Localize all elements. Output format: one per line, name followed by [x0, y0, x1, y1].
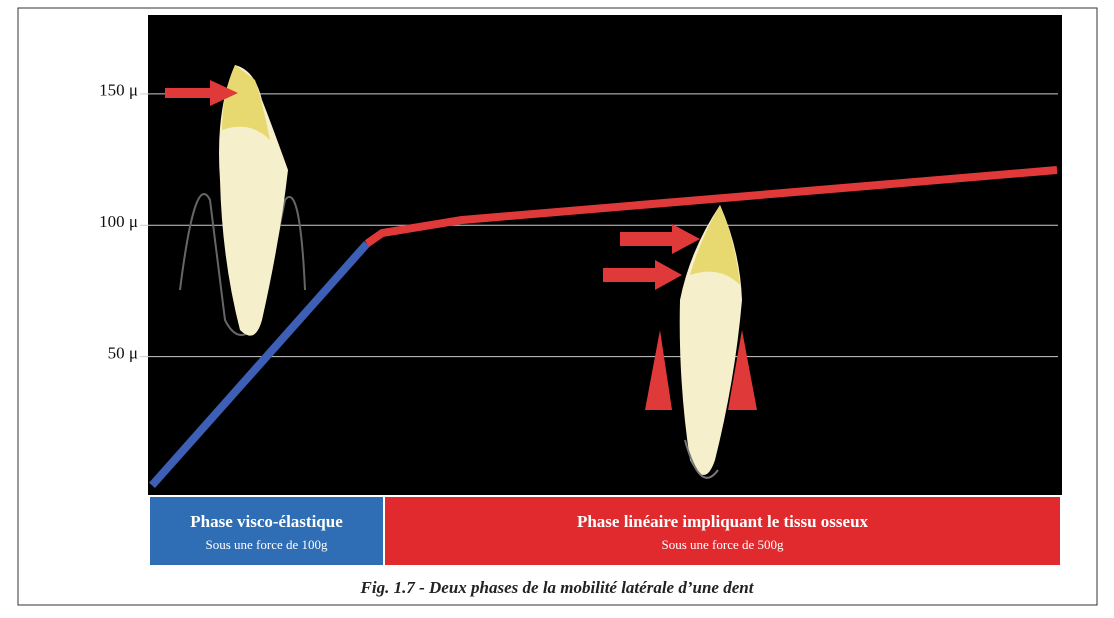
series-line	[149, 240, 370, 489]
phase-band	[150, 497, 383, 565]
phase-subtitle: Sous une force de 500g	[661, 537, 784, 552]
series-line	[364, 166, 1058, 247]
phase-title: Phase linéaire impliquant le tissu osseu…	[577, 512, 869, 531]
phase-band	[385, 497, 1060, 565]
force-arrows	[165, 80, 700, 290]
phase-subtitle: Sous une force de 100g	[205, 537, 328, 552]
tooth-right	[645, 205, 757, 479]
frame	[17, 7, 1098, 606]
y-tick-label: 100 μ	[99, 212, 138, 231]
plot-area	[148, 15, 1062, 495]
phases: Phase visco-élastique Sous une force de 1…	[150, 497, 1060, 565]
grid: 50 μ 100 μ 150 μ	[99, 81, 1058, 363]
caption: Fig. 1.7 - Deux phases de la mobilité la…	[360, 578, 755, 597]
tooth-left	[179, 65, 306, 336]
lines	[149, 166, 1058, 489]
y-tick-label: 50 μ	[108, 344, 138, 363]
phase-title: Phase visco-élastique	[190, 512, 343, 531]
y-tick-label: 150 μ	[99, 81, 138, 100]
